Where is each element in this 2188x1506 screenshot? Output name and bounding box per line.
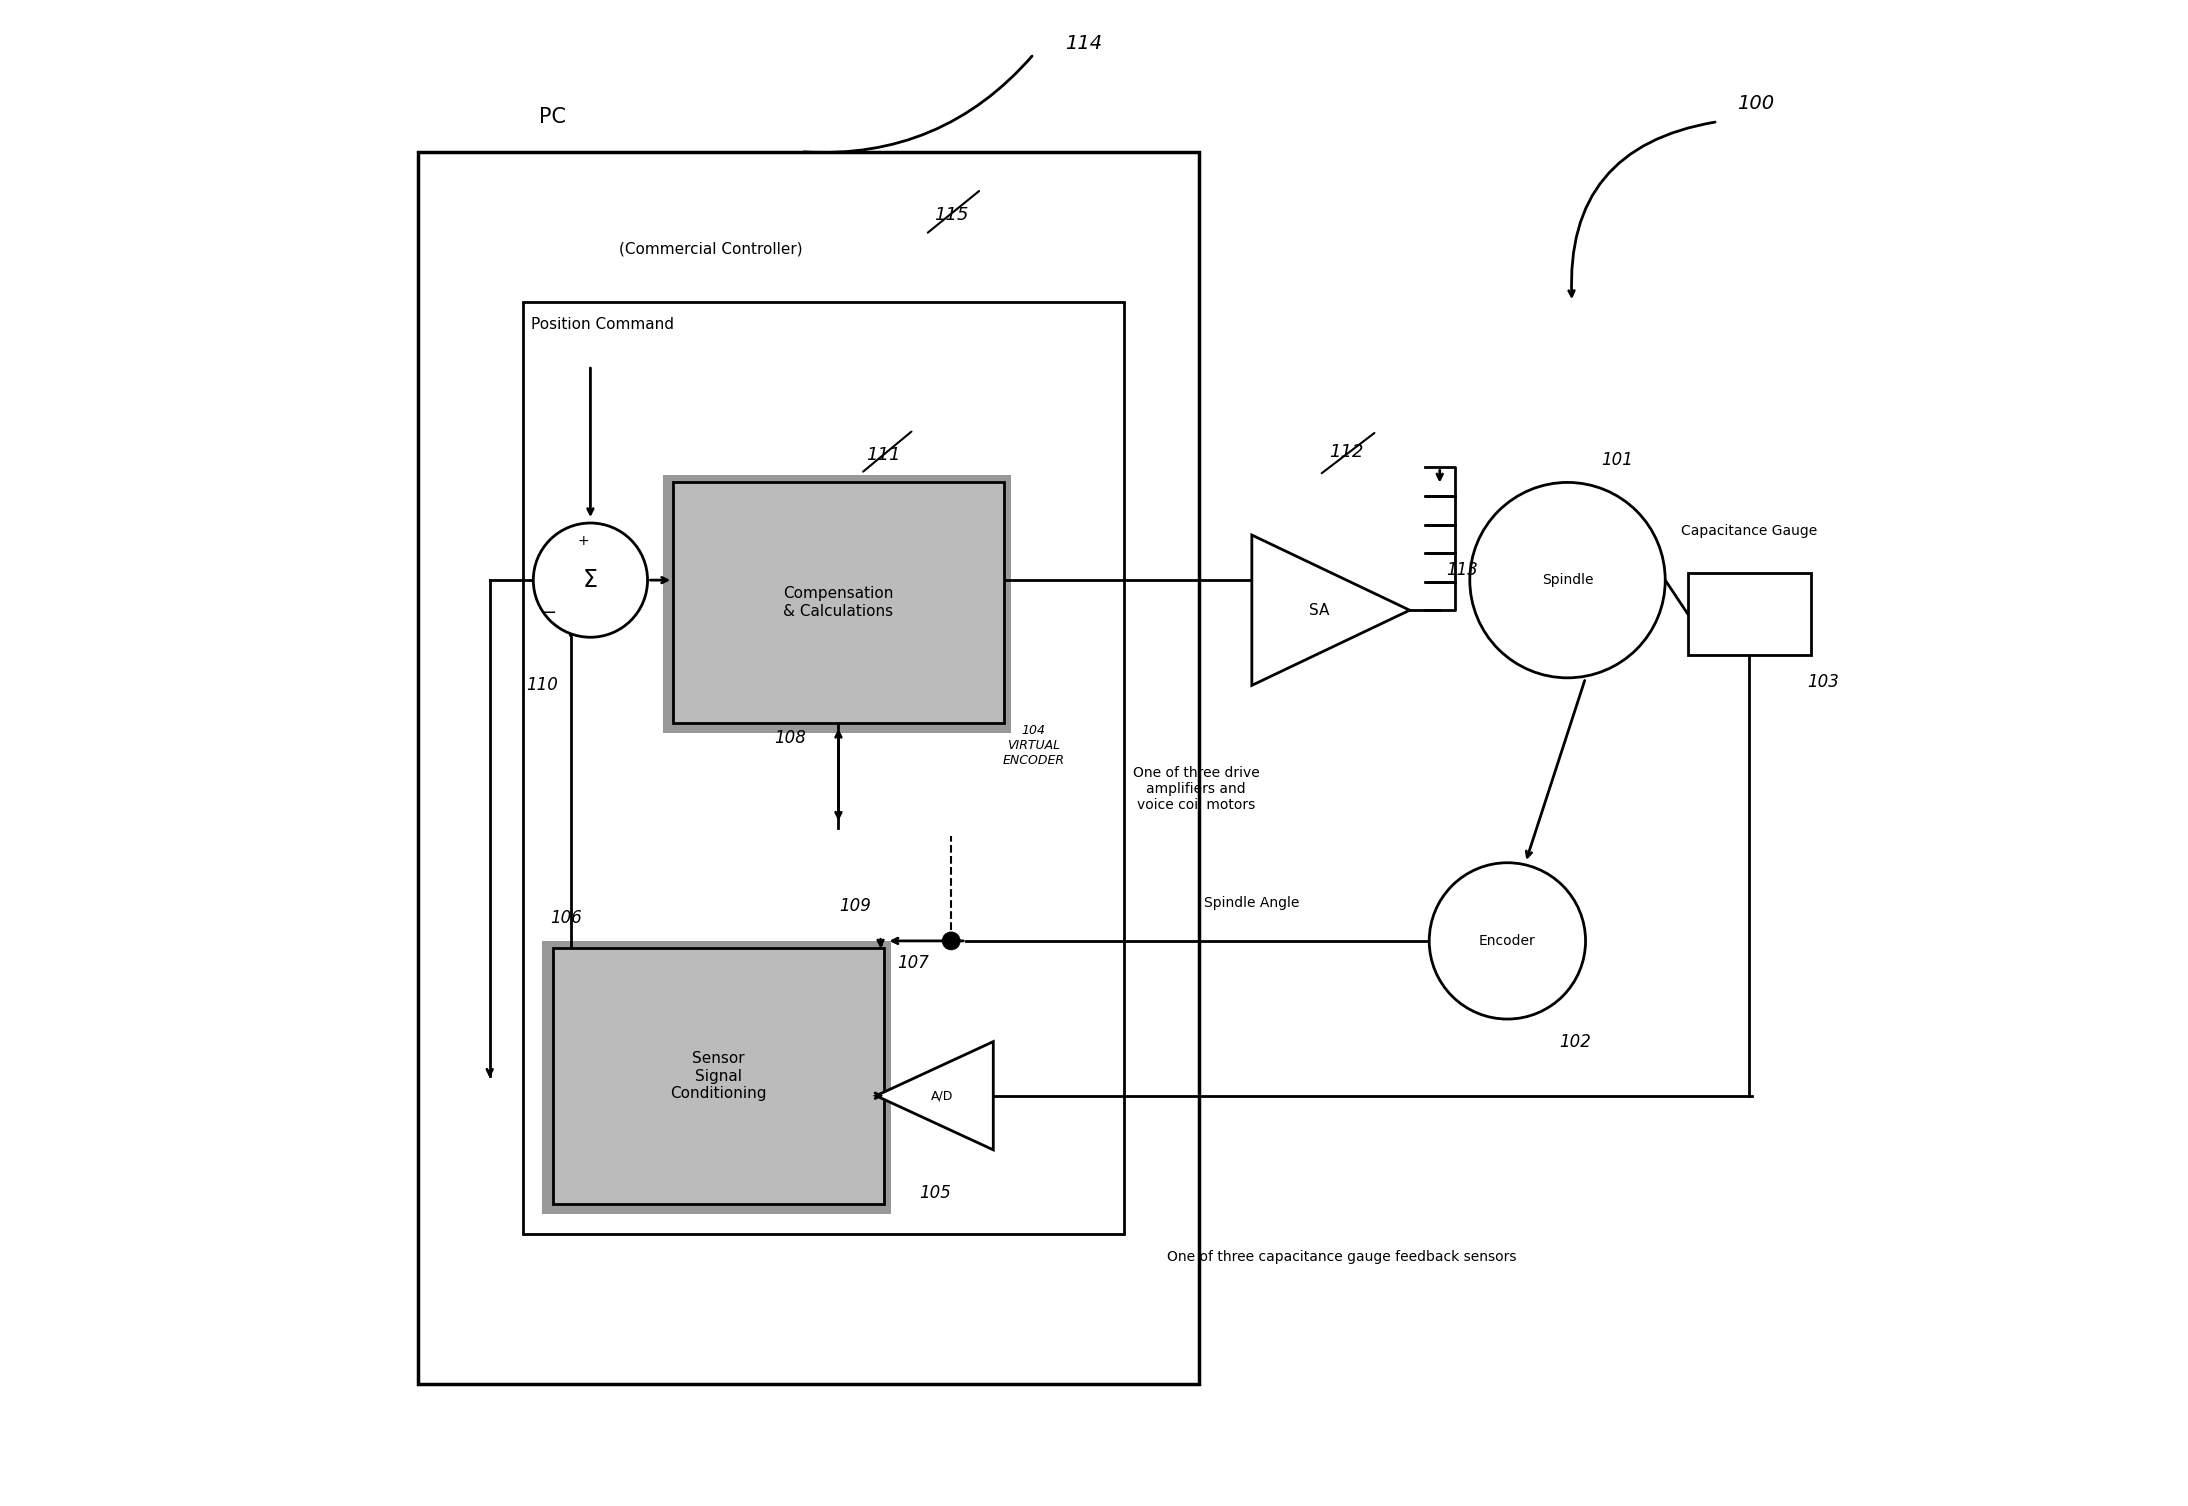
Circle shape	[943, 932, 961, 950]
Circle shape	[1470, 482, 1665, 678]
Bar	[554, 949, 884, 1203]
Text: Position Command: Position Command	[532, 318, 674, 333]
Text: SA: SA	[1308, 602, 1328, 617]
Text: 104
VIRTUAL
ENCODER: 104 VIRTUAL ENCODER	[1002, 724, 1066, 767]
Text: Encoder: Encoder	[1479, 934, 1536, 947]
Text: Σ: Σ	[582, 568, 597, 592]
Polygon shape	[1252, 535, 1409, 685]
Text: 114: 114	[1066, 35, 1103, 53]
Text: 103: 103	[1807, 673, 1838, 691]
Bar	[523, 303, 1125, 1233]
Text: (Commercial Controller): (Commercial Controller)	[619, 242, 803, 258]
Text: 115: 115	[934, 206, 969, 224]
Text: Spindle Angle: Spindle Angle	[1203, 896, 1300, 910]
Text: 110: 110	[525, 676, 558, 694]
Text: A/D: A/D	[930, 1089, 954, 1102]
Bar	[543, 941, 891, 1214]
Text: 100: 100	[1737, 93, 1774, 113]
Text: Spindle: Spindle	[1543, 574, 1593, 587]
Text: Compensation
& Calculations: Compensation & Calculations	[783, 586, 893, 619]
Polygon shape	[875, 1042, 993, 1151]
Text: One of three capacitance gauge feedback sensors: One of three capacitance gauge feedback …	[1166, 1250, 1516, 1264]
Text: 112: 112	[1330, 443, 1363, 461]
Bar	[674, 482, 1004, 723]
Text: Sensor
Signal
Conditioning: Sensor Signal Conditioning	[670, 1051, 766, 1101]
Text: 111: 111	[866, 446, 901, 464]
Text: 106: 106	[549, 910, 582, 928]
Text: 113: 113	[1446, 560, 1479, 578]
Text: PC: PC	[538, 107, 567, 127]
Text: +: +	[578, 535, 589, 548]
Bar	[418, 152, 1199, 1384]
Circle shape	[534, 523, 648, 637]
Text: Capacitance Gauge: Capacitance Gauge	[1680, 524, 1818, 538]
Text: One of three drive
amplifiers and
voice coil motors: One of three drive amplifiers and voice …	[1133, 767, 1260, 812]
Text: 109: 109	[840, 898, 871, 916]
Text: 108: 108	[775, 729, 807, 747]
Circle shape	[1429, 863, 1586, 1020]
Text: 102: 102	[1560, 1033, 1591, 1051]
Text: −: −	[540, 604, 556, 622]
Text: 105: 105	[919, 1184, 950, 1202]
Bar	[1687, 572, 1812, 655]
Text: 101: 101	[1602, 450, 1632, 468]
Text: 107: 107	[897, 955, 930, 973]
Bar	[663, 474, 1011, 733]
